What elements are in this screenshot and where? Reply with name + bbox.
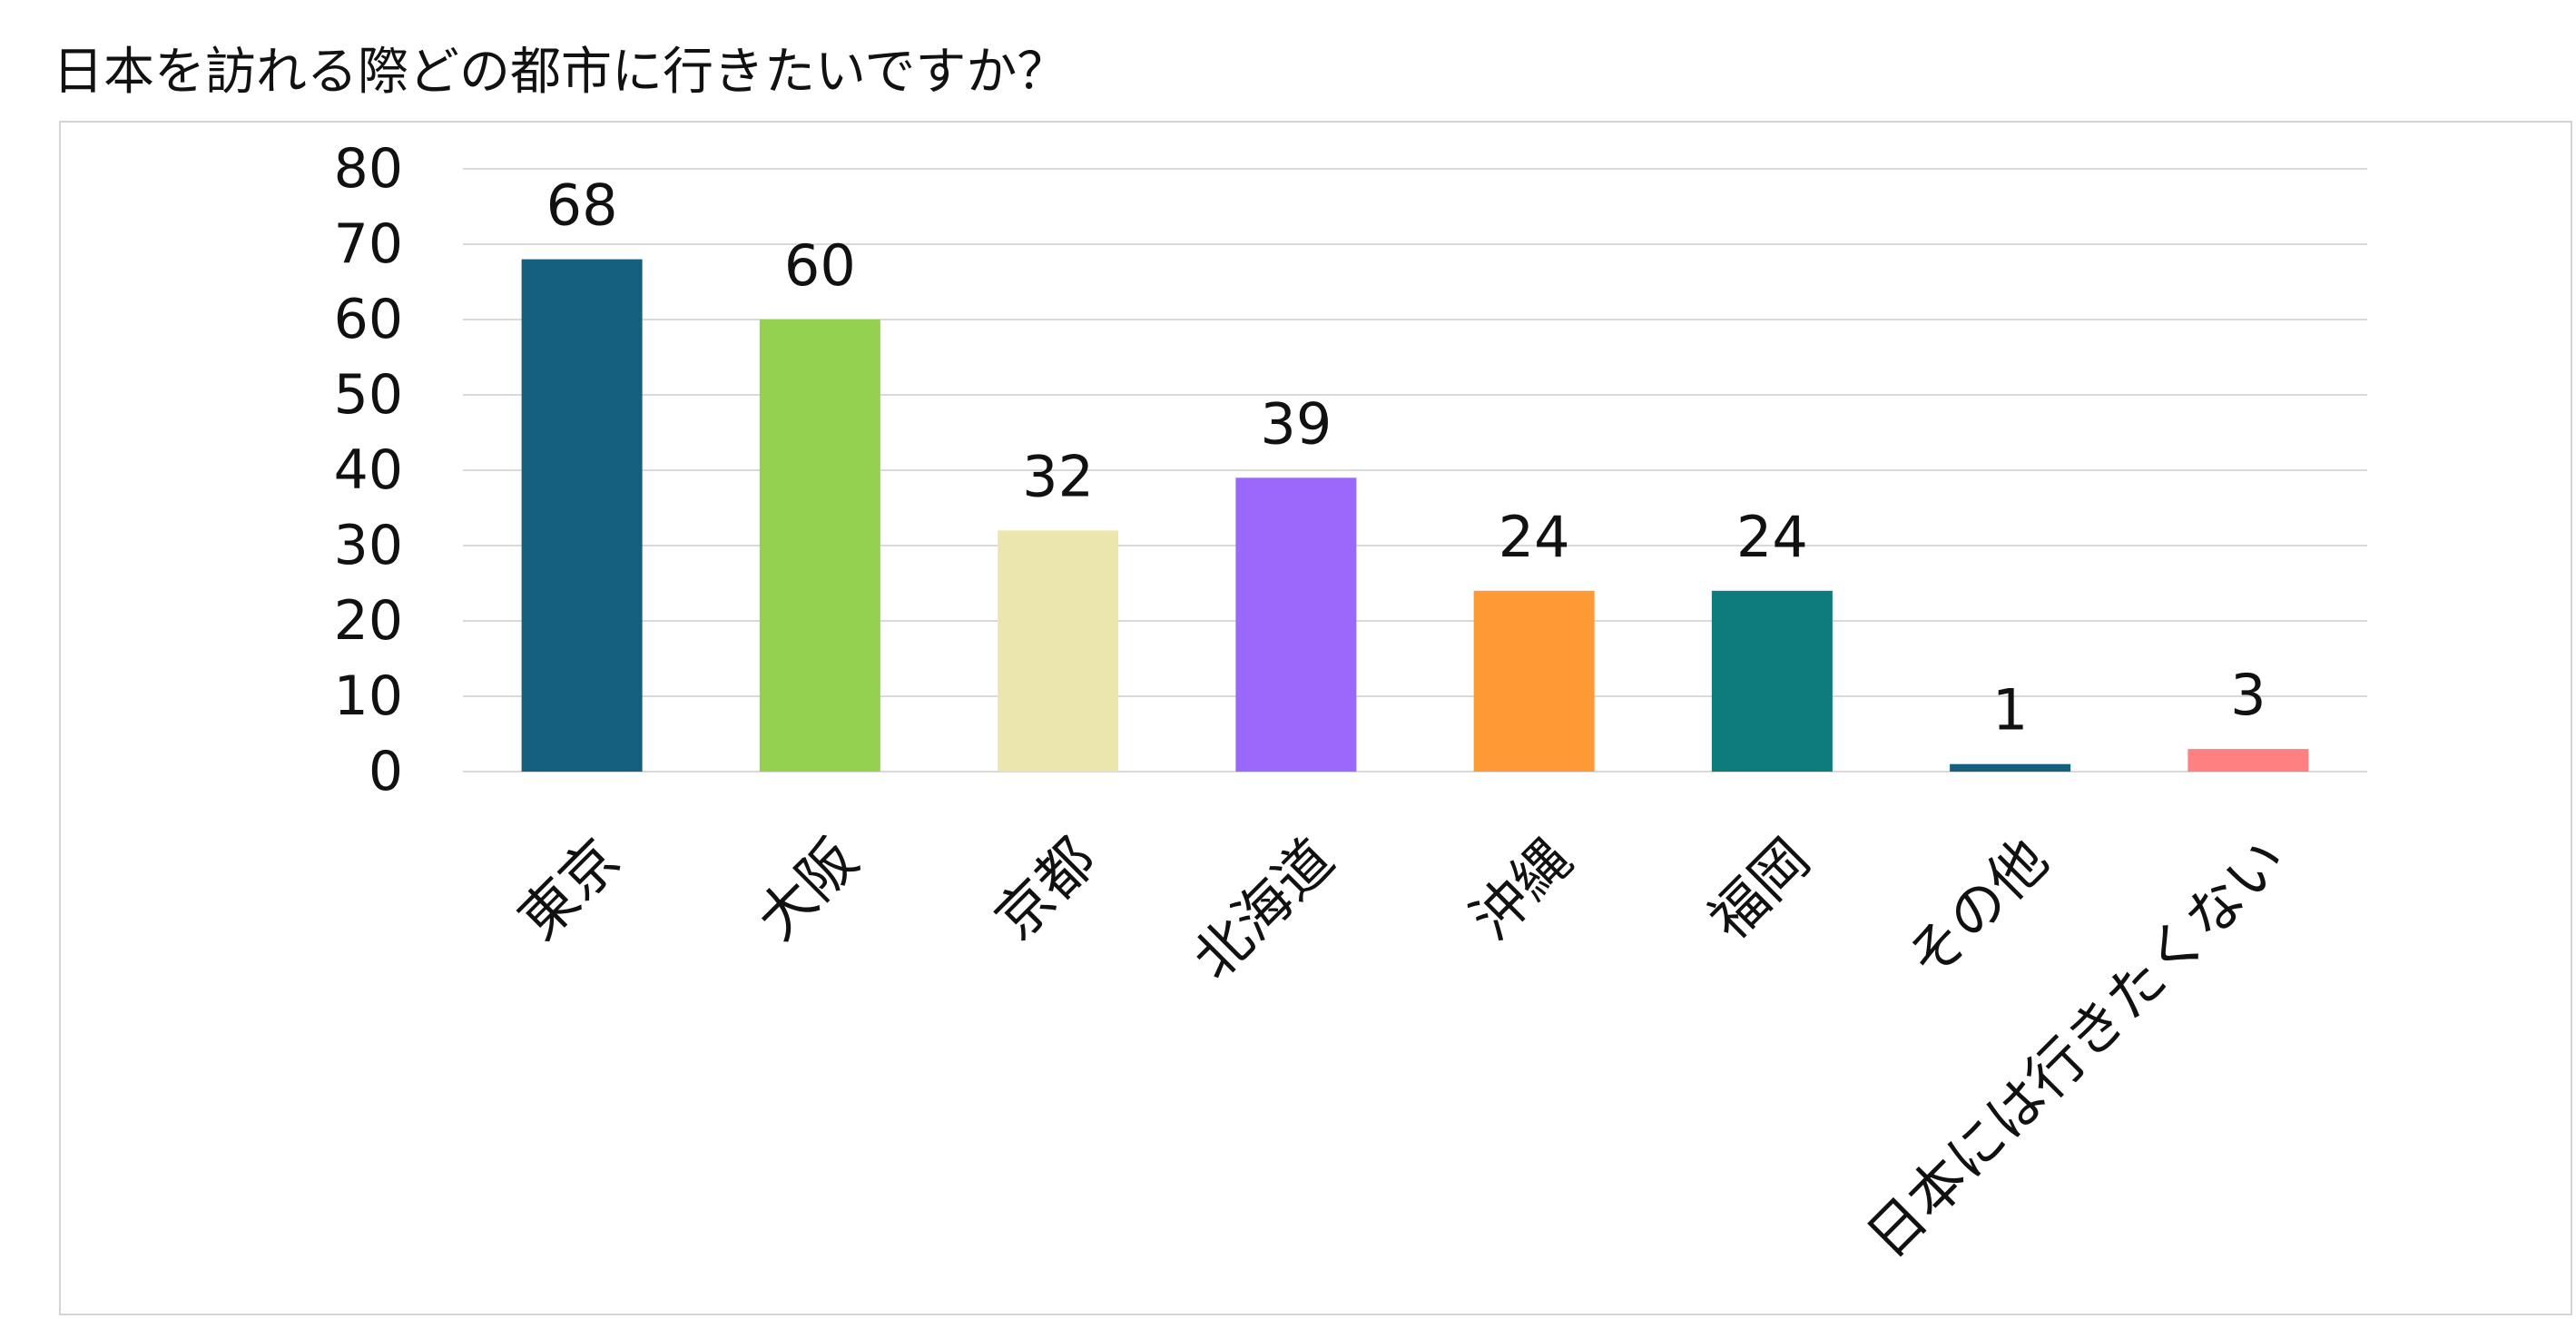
x-tick-label: 沖縄 [1458,826,1584,952]
y-tick-label: 30 [334,514,403,577]
y-tick-label: 40 [334,438,403,502]
gridlines [463,168,2367,773]
x-tick-label: 日本には行きたくない [1853,826,2298,1271]
bar-2 [759,320,880,772]
data-label: 39 [1260,390,1332,457]
data-label: 32 [1022,443,1094,509]
bar-7 [1950,763,2071,772]
data-label: 24 [1499,504,1570,570]
chart-frame [59,121,2572,1315]
bar-5 [1473,590,1595,772]
bar-4 [1235,477,1357,772]
y-tick-label: 60 [334,288,403,351]
bar-6 [1711,590,1833,772]
y-tick-label: 10 [334,664,403,728]
y-tick-label: 70 [334,212,403,276]
y-tick-label: 80 [334,137,403,201]
data-label: 1 [1992,677,2028,743]
bar-8 [2188,749,2309,772]
y-tick-label: 50 [334,363,403,427]
y-tick-label: 0 [369,740,403,803]
data-label: 24 [1736,504,1808,570]
y-axis-ticks: 0 10 20 30 40 50 60 70 80 [334,137,403,803]
x-tick-label: 福岡 [1696,826,1822,952]
data-label: 60 [784,232,856,299]
data-label: 3 [2230,662,2266,728]
data-labels: 68 60 32 39 24 24 1 3 [546,172,2266,743]
chart-title: 日本を訪れる際どの都市に行きたいですか？ [53,43,1068,102]
y-tick-label: 20 [334,589,403,653]
bars [521,259,2309,773]
x-tick-label: 大阪 [743,826,870,952]
bar-1 [521,259,643,773]
x-tick-label: その他 [1894,826,2060,992]
data-label: 68 [546,172,618,239]
x-tick-label: 京都 [982,826,1108,952]
bar-3 [998,530,1119,772]
x-tick-label: 北海道 [1180,826,1346,992]
x-tick-label: 東京 [506,826,632,952]
